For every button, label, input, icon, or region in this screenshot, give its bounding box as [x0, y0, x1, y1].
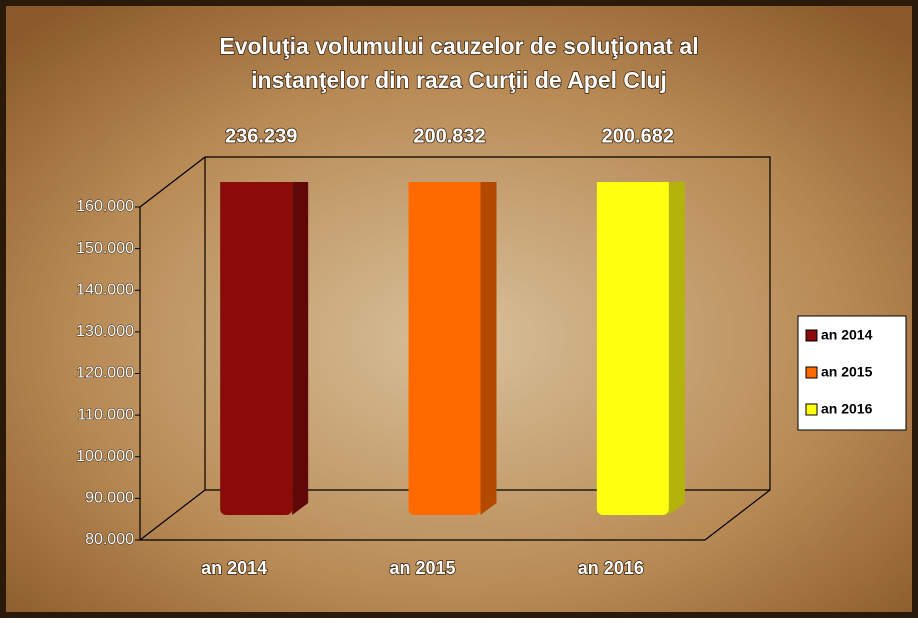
y-tick-label: 150.000: [76, 240, 134, 257]
bar-side: [480, 182, 497, 515]
x-tick-label: an 2014: [201, 558, 267, 578]
legend-swatch: [805, 403, 818, 416]
x-tick-label: an 2016: [578, 558, 644, 578]
bars: [220, 182, 685, 515]
y-tick-label: 120.000: [76, 365, 134, 382]
floor-edge: [139, 489, 206, 541]
floor-edge: [704, 489, 771, 541]
legend-swatch: [805, 366, 818, 379]
bar-side: [292, 182, 309, 515]
legend-swatch: [805, 329, 818, 342]
y-tick-label: 140.000: [76, 281, 134, 298]
y-tick-label: 90.000: [85, 490, 134, 507]
legend-label: an 2015: [821, 364, 873, 380]
x-tick-label: an 2015: [389, 558, 455, 578]
data-label: 200.682: [602, 125, 674, 147]
legend-label: an 2016: [821, 401, 873, 417]
y-tick-label: 130.000: [76, 323, 134, 340]
bar: [596, 182, 669, 515]
y-tick-label: 160.000: [76, 198, 134, 215]
bar: [220, 182, 293, 515]
chart-title: Evoluţia volumului cauzelor de soluţiona…: [219, 33, 698, 59]
data-label: 200.832: [413, 125, 485, 147]
legend-label: an 2014: [821, 327, 873, 343]
y-tick-label: 110.000: [77, 406, 134, 423]
chart-title: instanţelor din raza Curţii de Apel Cluj: [251, 67, 667, 93]
bar-side: [668, 182, 685, 515]
bar: [408, 182, 481, 515]
y-tick-label: 100.000: [76, 448, 134, 465]
wall-edge: [139, 156, 206, 208]
data-label: 236.239: [225, 125, 297, 147]
y-tick-label: 80.000: [85, 531, 134, 548]
